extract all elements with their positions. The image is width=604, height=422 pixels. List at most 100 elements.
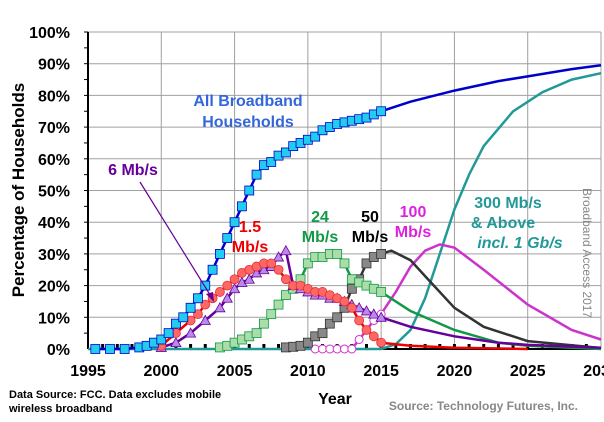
- data-source-note: Data Source: FCC. Data excludes mobile: [9, 389, 221, 401]
- label-1-5mbs: Mb/s: [232, 239, 269, 256]
- data-point: [332, 248, 343, 259]
- label-50mbs: 50: [361, 209, 379, 226]
- data-point: [229, 274, 240, 285]
- data-point: [229, 217, 240, 228]
- x-minor-tick: [130, 344, 134, 348]
- x-tick-label: 2000: [143, 363, 179, 380]
- y-tick-label: 20%: [38, 279, 70, 296]
- data-source-note: wireless broadband: [8, 403, 112, 415]
- data-point: [243, 273, 255, 284]
- label-all-broadband: All Broadband: [193, 93, 302, 110]
- y-tick-label: 80%: [38, 88, 70, 105]
- data-point: [354, 334, 364, 344]
- data-point: [266, 157, 277, 167]
- data-point: [214, 301, 226, 313]
- data-point: [228, 282, 241, 294]
- data-point: [310, 131, 321, 142]
- x-tick-label: 2025: [510, 363, 546, 380]
- data-point: [347, 344, 357, 354]
- data-point: [105, 344, 115, 354]
- data-point: [280, 290, 291, 301]
- y-tick-label: 70%: [38, 120, 70, 137]
- label-100mbs: Mb/s: [395, 224, 432, 241]
- data-point: [193, 309, 203, 320]
- data-point: [368, 331, 379, 342]
- data-point: [207, 264, 218, 275]
- series-projection-line: [380, 249, 602, 350]
- x-axis-label: Year: [318, 391, 352, 408]
- data-point: [376, 248, 387, 259]
- label-24mbs: Mb/s: [302, 229, 339, 246]
- data-point: [318, 344, 328, 354]
- data-point: [317, 328, 328, 339]
- x-minor-tick: [189, 344, 193, 348]
- label-300mbs: incl. 1 Gb/s: [477, 235, 562, 252]
- data-point: [302, 258, 313, 269]
- data-point: [221, 292, 233, 303]
- data-point: [222, 280, 233, 291]
- data-point: [258, 263, 270, 275]
- watermark: Broadband Access 2017: [580, 188, 594, 318]
- data-point: [244, 185, 255, 196]
- data-point: [325, 344, 335, 354]
- data-point: [251, 328, 262, 339]
- y-tick-label: 50%: [38, 184, 70, 201]
- x-minor-tick: [452, 344, 456, 348]
- x-minor-tick: [262, 344, 266, 348]
- series-projection-line: [380, 243, 602, 341]
- label-6mbs: 6 Mb/s: [108, 162, 158, 179]
- y-tick-label: 30%: [38, 247, 70, 264]
- y-tick-label: 60%: [38, 152, 70, 169]
- arrow-6mbs: [139, 181, 213, 299]
- data-point: [200, 280, 211, 291]
- data-point: [170, 336, 182, 348]
- x-minor-tick: [115, 344, 119, 348]
- data-point: [236, 276, 248, 287]
- data-point: [339, 258, 350, 269]
- label-50mbs: Mb/s: [352, 229, 389, 246]
- y-tick-label: 90%: [38, 57, 70, 74]
- x-tick-label: 2030: [583, 363, 604, 380]
- data-point: [199, 314, 211, 325]
- series-projection-line: [380, 316, 602, 349]
- data-point: [360, 305, 373, 316]
- data-point: [280, 147, 291, 158]
- data-point: [236, 201, 247, 212]
- series-projection-line: [380, 64, 602, 113]
- data-point: [222, 233, 233, 243]
- y-tick-label: 40%: [38, 215, 70, 232]
- data-point: [376, 337, 387, 348]
- arrowhead-6mbs: [206, 292, 214, 302]
- x-minor-tick: [394, 344, 398, 348]
- x-minor-tick: [101, 344, 105, 348]
- data-point: [251, 169, 262, 180]
- series-observed-line: [219, 252, 382, 349]
- data-point: [90, 344, 101, 354]
- x-tick-label: 2015: [363, 363, 399, 380]
- data-point: [200, 299, 211, 310]
- data-point: [339, 296, 350, 307]
- x-tick-label: 1995: [70, 363, 106, 380]
- data-point: [324, 318, 335, 329]
- data-point: [376, 106, 387, 117]
- data-point: [171, 318, 181, 329]
- data-point: [346, 283, 357, 294]
- x-minor-tick: [364, 344, 368, 348]
- data-point: [215, 287, 225, 297]
- label-300mbs: 300 Mb/s: [474, 195, 542, 212]
- series-projection-line: [380, 341, 528, 351]
- data-point: [368, 308, 380, 319]
- y-tick-label: 100%: [29, 25, 70, 42]
- data-point: [266, 258, 277, 269]
- data-point: [354, 315, 365, 326]
- data-point: [375, 311, 387, 322]
- data-point: [215, 248, 225, 259]
- x-minor-tick: [511, 344, 515, 348]
- data-point: [346, 302, 357, 313]
- data-point: [332, 344, 342, 354]
- data-point: [273, 299, 284, 310]
- label-100mbs: 100: [400, 204, 427, 221]
- x-minor-tick: [482, 344, 486, 348]
